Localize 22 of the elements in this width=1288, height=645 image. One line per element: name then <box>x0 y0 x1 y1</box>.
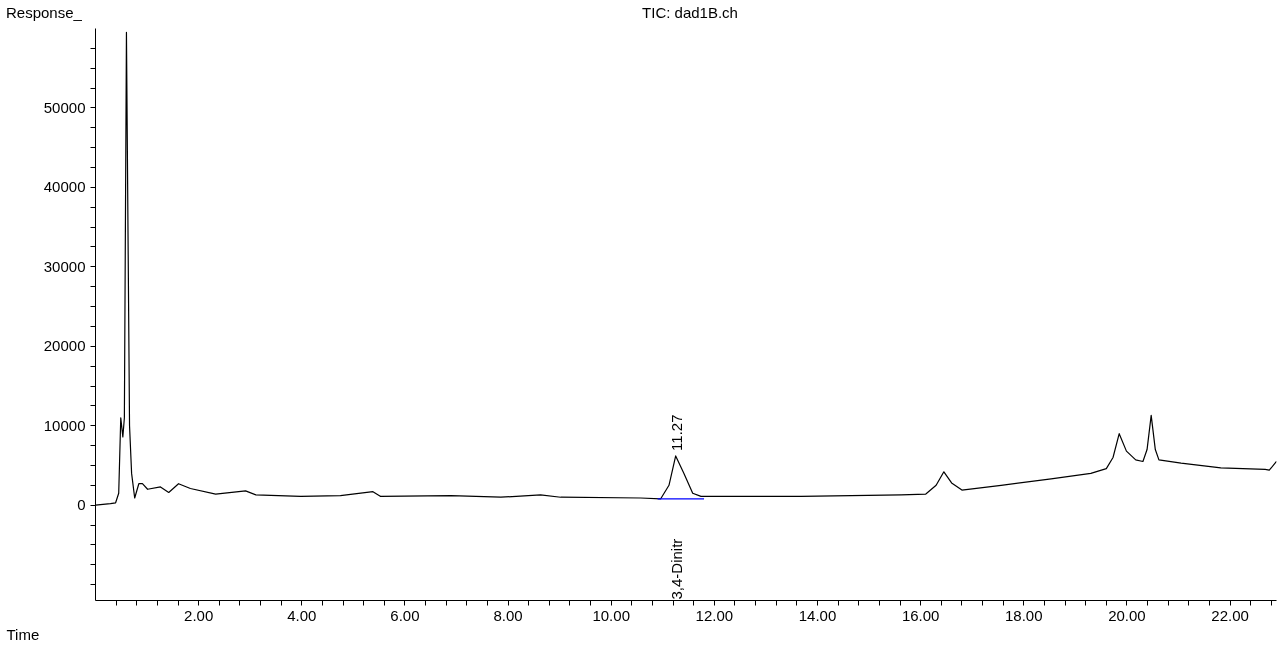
x-tick-label: 10.00 <box>592 606 630 624</box>
x-tick-label: 18.00 <box>1005 606 1043 624</box>
y-tick-label: 40000 <box>43 178 86 196</box>
chart-title: TIC: dad1B.ch <box>642 3 738 23</box>
x-axis-title: Time <box>6 625 40 643</box>
y-axis-title: Response_ <box>6 3 82 23</box>
annotation: 11.27 <box>667 414 685 451</box>
y-tick-label: 20000 <box>43 337 86 355</box>
x-tick-label: 20.00 <box>1108 606 1146 624</box>
x-tick-label: 8.00 <box>493 606 523 624</box>
annotation: 3,4-Dinitr <box>668 538 686 600</box>
y-tick-label: 0 <box>77 496 86 514</box>
x-tick-label: 14.00 <box>798 606 837 624</box>
x-tick-label: 2.00 <box>184 606 214 624</box>
y-tick-label: 10000 <box>43 416 86 434</box>
x-tick-label: 6.00 <box>390 606 420 624</box>
x-tick-label: 12.00 <box>695 606 734 624</box>
y-tick-label: 50000 <box>43 98 86 116</box>
x-tick-label: 16.00 <box>901 606 940 624</box>
x-tick-label: 22.00 <box>1211 606 1249 624</box>
y-tick-label: 30000 <box>43 257 86 275</box>
x-tick-label: 4.00 <box>287 606 317 624</box>
